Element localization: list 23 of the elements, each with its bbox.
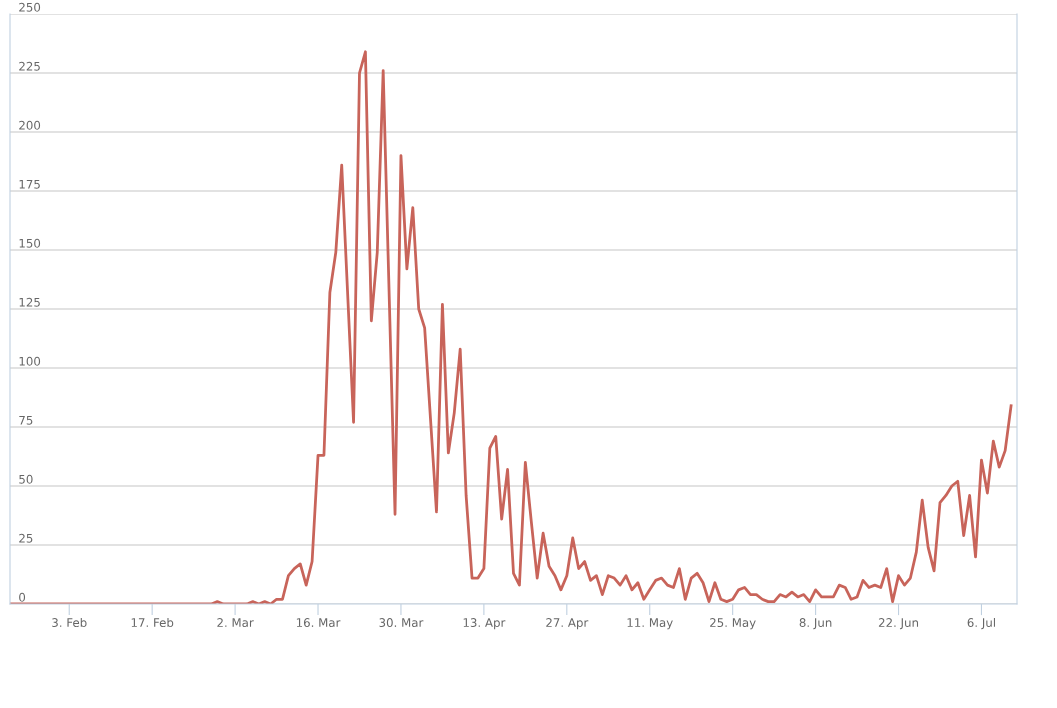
y-tick-label: 250 bbox=[19, 2, 41, 12]
x-tick-label: 11. May bbox=[627, 618, 673, 630]
x-tick-label: 2. Mar bbox=[217, 618, 254, 628]
y-tick-label: 25 bbox=[19, 533, 33, 543]
x-tick-label: 8. Jun bbox=[799, 618, 832, 630]
x-tick-label: 17. Feb bbox=[131, 617, 174, 628]
x-tick-label: 3. Feb bbox=[52, 617, 87, 628]
y-tick-label: 225 bbox=[19, 61, 40, 71]
y-tick-label: 100 bbox=[19, 356, 41, 366]
x-tick-label: 6. Jul bbox=[967, 617, 995, 630]
x-tick-label: 22. Jun bbox=[878, 618, 919, 630]
x-tick-label: 25. May bbox=[710, 618, 756, 630]
y-tick-label: 50 bbox=[19, 474, 33, 484]
y-tick-label: 150 bbox=[19, 238, 41, 248]
y-tick-label: 125 bbox=[19, 297, 40, 307]
x-tick-label: 27. Apr bbox=[546, 618, 589, 630]
y-tick-label: 175 bbox=[19, 179, 40, 189]
y-tick-label: 200 bbox=[19, 120, 41, 130]
y-tick-label: 75 bbox=[19, 415, 33, 425]
x-tick-label: 16. Mar bbox=[296, 618, 341, 628]
x-tick-label: 13. Apr bbox=[463, 618, 506, 630]
y-tick-label: 0 bbox=[19, 592, 26, 602]
x-tick-label: 30. Mar bbox=[379, 618, 424, 628]
